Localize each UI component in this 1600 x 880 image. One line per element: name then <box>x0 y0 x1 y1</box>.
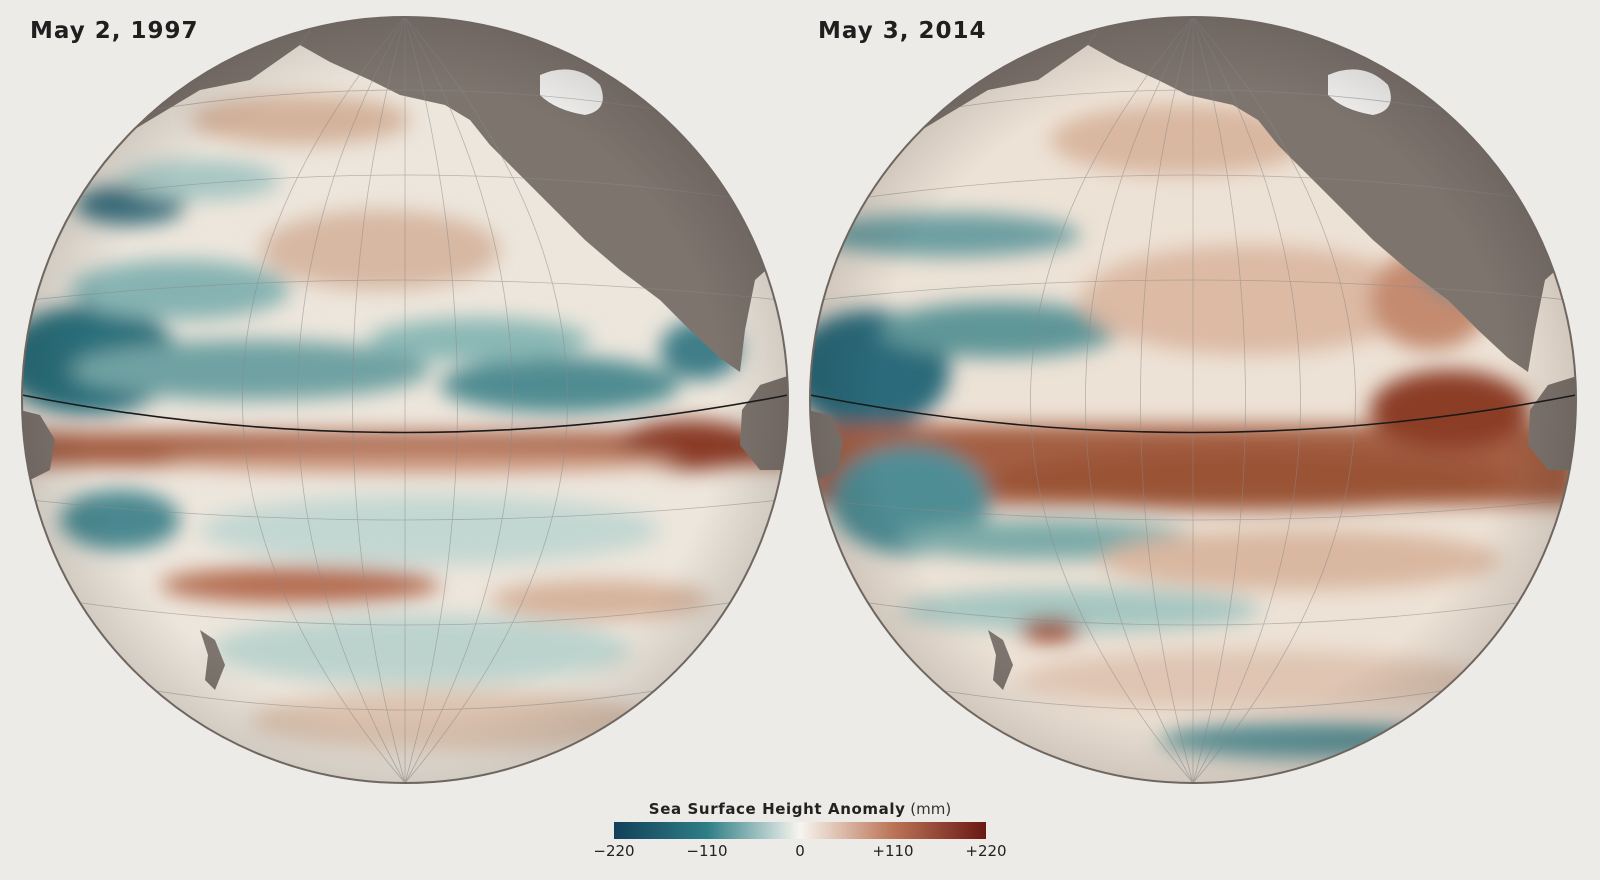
legend-tick-label: +220 <box>965 842 1007 860</box>
legend-title-text: Sea Surface Height Anomaly <box>648 800 906 818</box>
color-legend: Sea Surface Height Anomaly (mm) −220 −11… <box>590 800 1010 870</box>
panel-title-1997: May 2, 1997 <box>30 18 199 44</box>
legend-tick-label: 0 <box>795 842 805 860</box>
equator-line <box>809 394 1577 434</box>
legend-title: Sea Surface Height Anomaly (mm) <box>590 800 1010 818</box>
globe-2014 <box>809 16 1577 784</box>
legend-tick-label: −110 <box>686 842 728 860</box>
panel-title-2014: May 3, 2014 <box>818 18 987 44</box>
legend-tick-label: +110 <box>872 842 914 860</box>
legend-tick-label: −220 <box>593 842 635 860</box>
legend-color-bar <box>614 822 986 839</box>
equator-line <box>21 394 789 434</box>
globe-outline <box>21 16 789 784</box>
legend-unit: (mm) <box>910 800 952 818</box>
globe-outline <box>809 16 1577 784</box>
globe-1997 <box>21 16 789 784</box>
